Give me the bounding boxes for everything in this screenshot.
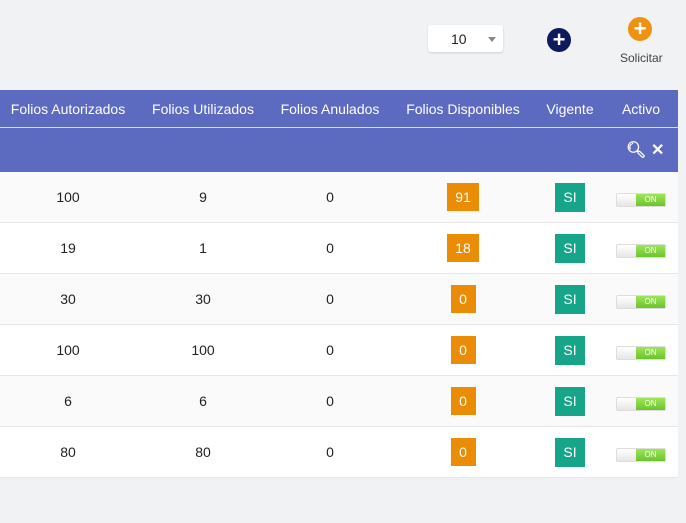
vigente-badge: SI <box>555 437 585 467</box>
search-icon[interactable]: 🔍︎ <box>626 142 647 159</box>
vigente-badge: SI <box>555 335 585 365</box>
toggle-on-label: ON <box>636 448 665 461</box>
toggle-on-label: ON <box>636 397 665 410</box>
activo-toggle[interactable]: ON <box>616 396 666 411</box>
cell-autorizados: 30 <box>60 291 76 307</box>
activo-toggle[interactable]: ON <box>616 294 666 309</box>
cell-anulados: 0 <box>326 393 334 409</box>
vigente-badge: SI <box>555 284 585 314</box>
cell-utilizados: 30 <box>195 291 211 307</box>
toggle-on-label: ON <box>636 193 665 206</box>
disponibles-badge: 0 <box>450 336 476 364</box>
cell-utilizados: 100 <box>191 342 215 358</box>
col-folios-autorizados[interactable]: Folios Autorizados <box>10 100 126 117</box>
cell-autorizados: 80 <box>60 444 76 460</box>
activo-toggle[interactable]: ON <box>616 345 666 360</box>
table-row: 19 1 0 18 SI ON <box>0 223 678 274</box>
cell-utilizados: 9 <box>199 189 207 205</box>
table-row: 6 6 0 0 SI ON <box>0 376 678 427</box>
col-folios-anulados[interactable]: Folios Anulados <box>280 100 380 117</box>
table-row: 100 100 0 0 SI ON <box>0 325 678 376</box>
solicitar-label[interactable]: Solicitar <box>620 51 663 65</box>
close-icon[interactable]: ✕ <box>651 142 665 159</box>
add-button[interactable]: + <box>547 28 571 52</box>
table-row: 80 80 0 0 SI ON <box>0 427 678 478</box>
vigente-badge: SI <box>555 233 585 263</box>
disponibles-badge: 0 <box>450 285 476 313</box>
vigente-badge: SI <box>555 386 585 416</box>
cell-autorizados: 6 <box>64 393 72 409</box>
cell-autorizados: 100 <box>56 189 80 205</box>
page-size-select[interactable]: 10 <box>428 25 503 52</box>
toggle-on-label: ON <box>636 346 665 359</box>
disponibles-badge: 91 <box>447 183 479 211</box>
cell-utilizados: 1 <box>199 240 207 256</box>
cell-autorizados: 100 <box>56 342 80 358</box>
cell-utilizados: 80 <box>195 444 211 460</box>
activo-toggle[interactable]: ON <box>616 243 666 258</box>
cell-utilizados: 6 <box>199 393 207 409</box>
cell-anulados: 0 <box>326 342 334 358</box>
disponibles-badge: 0 <box>450 387 476 415</box>
cell-autorizados: 19 <box>60 240 76 256</box>
vigente-badge: SI <box>555 182 585 212</box>
toggle-on-label: ON <box>636 295 665 308</box>
col-folios-utilizados[interactable]: Folios Utilizados <box>152 100 254 117</box>
activo-toggle[interactable]: ON <box>616 192 666 207</box>
filter-row: 🔍︎ ✕ <box>0 128 678 172</box>
disponibles-badge: 0 <box>450 438 476 466</box>
table-header: Folios Autorizados Folios Utilizados Fol… <box>0 90 678 128</box>
folios-table: Folios Autorizados Folios Utilizados Fol… <box>0 90 678 478</box>
col-folios-disponibles[interactable]: Folios Disponibles <box>406 100 520 117</box>
table-row: 30 30 0 0 SI ON <box>0 274 678 325</box>
page-size-value: 10 <box>451 30 467 47</box>
disponibles-badge: 18 <box>447 234 479 262</box>
toggle-on-label: ON <box>636 244 665 257</box>
plus-icon: + <box>633 16 647 41</box>
solicitar-button[interactable]: + <box>628 17 652 41</box>
col-vigente[interactable]: Vigente <box>546 100 594 117</box>
chevron-down-icon <box>488 37 496 42</box>
cell-anulados: 0 <box>326 444 334 460</box>
col-activo[interactable]: Activo <box>621 100 661 117</box>
table-row: 100 9 0 91 SI ON <box>0 172 678 223</box>
cell-anulados: 0 <box>326 240 334 256</box>
activo-toggle[interactable]: ON <box>616 447 666 462</box>
plus-icon: + <box>552 27 566 52</box>
cell-anulados: 0 <box>326 189 334 205</box>
cell-anulados: 0 <box>326 291 334 307</box>
